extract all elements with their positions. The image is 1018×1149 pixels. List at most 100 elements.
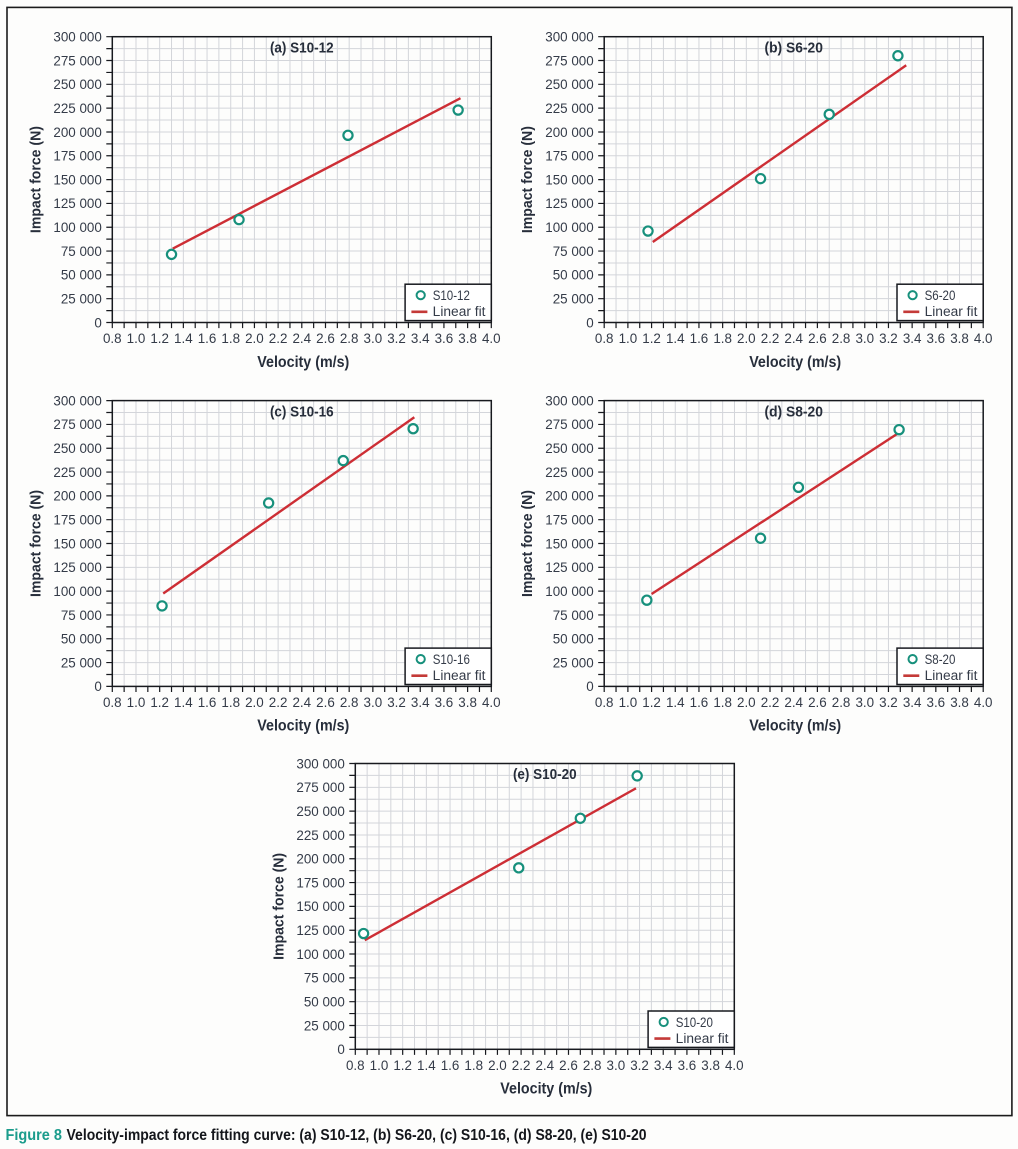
svg-text:0: 0 <box>94 679 101 694</box>
svg-text:50 000: 50 000 <box>61 268 102 283</box>
svg-text:2.6: 2.6 <box>559 1058 578 1073</box>
svg-text:2.6: 2.6 <box>316 331 335 346</box>
svg-text:(e) S10-20: (e) S10-20 <box>513 767 577 783</box>
svg-text:0: 0 <box>586 315 593 330</box>
svg-text:175 000: 175 000 <box>296 875 344 890</box>
svg-text:3.6: 3.6 <box>435 695 454 710</box>
svg-text:1.4: 1.4 <box>174 695 193 710</box>
svg-text:S6-20: S6-20 <box>925 288 956 303</box>
svg-text:1.0: 1.0 <box>619 331 638 346</box>
svg-text:4.0: 4.0 <box>725 1058 744 1073</box>
svg-text:25 000: 25 000 <box>553 655 594 670</box>
svg-text:250 000: 250 000 <box>545 441 593 456</box>
svg-text:0.8: 0.8 <box>595 331 614 346</box>
svg-text:Velocity (m/s): Velocity (m/s) <box>257 718 349 735</box>
svg-text:4.0: 4.0 <box>974 331 993 346</box>
svg-text:175 000: 175 000 <box>53 149 101 164</box>
svg-text:Velocity (m/s): Velocity (m/s) <box>749 354 841 371</box>
svg-text:Linear fit: Linear fit <box>925 304 978 319</box>
svg-text:2.4: 2.4 <box>784 331 803 346</box>
svg-text:3.4: 3.4 <box>654 1058 673 1073</box>
svg-text:25 000: 25 000 <box>61 655 102 670</box>
svg-text:3.8: 3.8 <box>950 695 969 710</box>
svg-text:75 000: 75 000 <box>61 244 102 259</box>
svg-text:250 000: 250 000 <box>545 77 593 92</box>
svg-text:0.8: 0.8 <box>103 695 122 710</box>
svg-text:225 000: 225 000 <box>296 828 344 843</box>
svg-text:3.8: 3.8 <box>701 1058 720 1073</box>
svg-text:3.2: 3.2 <box>879 331 898 346</box>
svg-text:4.0: 4.0 <box>482 695 501 710</box>
svg-text:3.8: 3.8 <box>950 331 969 346</box>
svg-text:(c) S10-16: (c) S10-16 <box>270 404 334 420</box>
svg-text:3.4: 3.4 <box>411 331 430 346</box>
svg-text:2.8: 2.8 <box>583 1058 602 1073</box>
svg-text:0.8: 0.8 <box>346 1058 365 1073</box>
svg-text:1.4: 1.4 <box>174 331 193 346</box>
svg-text:1.6: 1.6 <box>690 695 709 710</box>
svg-text:3.4: 3.4 <box>903 695 922 710</box>
svg-text:2.4: 2.4 <box>535 1058 554 1073</box>
svg-text:Velocity (m/s): Velocity (m/s) <box>500 1081 592 1098</box>
svg-text:225 000: 225 000 <box>53 101 101 116</box>
svg-text:250 000: 250 000 <box>53 441 101 456</box>
svg-text:2.2: 2.2 <box>761 695 780 710</box>
svg-text:3.0: 3.0 <box>364 695 383 710</box>
svg-text:2.4: 2.4 <box>292 331 311 346</box>
svg-text:50 000: 50 000 <box>553 632 594 647</box>
svg-text:3.2: 3.2 <box>387 331 406 346</box>
svg-text:3.2: 3.2 <box>879 695 898 710</box>
svg-text:2.2: 2.2 <box>512 1058 531 1073</box>
svg-text:2.6: 2.6 <box>808 331 827 346</box>
svg-text:275 000: 275 000 <box>296 780 344 795</box>
svg-text:2.4: 2.4 <box>292 695 311 710</box>
svg-text:Linear fit: Linear fit <box>433 304 486 319</box>
svg-text:S8-20: S8-20 <box>925 652 956 667</box>
svg-text:50 000: 50 000 <box>61 632 102 647</box>
svg-text:225 000: 225 000 <box>545 101 593 116</box>
svg-text:125 000: 125 000 <box>296 923 344 938</box>
svg-text:2.8: 2.8 <box>832 331 851 346</box>
svg-text:(a) S10-12: (a) S10-12 <box>270 40 334 56</box>
svg-text:275 000: 275 000 <box>545 53 593 68</box>
svg-text:1.2: 1.2 <box>642 331 661 346</box>
svg-text:100 000: 100 000 <box>53 584 101 599</box>
svg-text:1.6: 1.6 <box>690 331 709 346</box>
svg-text:2.2: 2.2 <box>761 331 780 346</box>
svg-text:100 000: 100 000 <box>53 220 101 235</box>
svg-text:1.0: 1.0 <box>127 695 146 710</box>
svg-text:100 000: 100 000 <box>296 947 344 962</box>
svg-text:275 000: 275 000 <box>53 417 101 432</box>
svg-text:1.6: 1.6 <box>198 695 217 710</box>
svg-text:3.0: 3.0 <box>364 331 383 346</box>
svg-text:3.0: 3.0 <box>855 695 874 710</box>
svg-text:1.2: 1.2 <box>642 695 661 710</box>
svg-text:75 000: 75 000 <box>553 244 594 259</box>
svg-text:300 000: 300 000 <box>545 393 593 408</box>
svg-text:25 000: 25 000 <box>553 291 594 306</box>
svg-text:125 000: 125 000 <box>545 560 593 575</box>
svg-text:3.6: 3.6 <box>927 331 946 346</box>
svg-text:Linear fit: Linear fit <box>676 1031 729 1046</box>
svg-text:175 000: 175 000 <box>545 512 593 527</box>
svg-text:2.0: 2.0 <box>737 331 756 346</box>
svg-text:1.2: 1.2 <box>150 331 169 346</box>
svg-text:150 000: 150 000 <box>545 172 593 187</box>
svg-text:1.0: 1.0 <box>370 1058 389 1073</box>
svg-text:125 000: 125 000 <box>545 196 593 211</box>
svg-text:1.2: 1.2 <box>150 695 169 710</box>
svg-text:200 000: 200 000 <box>545 125 593 140</box>
svg-text:4.0: 4.0 <box>482 331 501 346</box>
svg-text:2.2: 2.2 <box>269 331 288 346</box>
svg-text:150 000: 150 000 <box>545 536 593 551</box>
svg-text:2.8: 2.8 <box>340 695 359 710</box>
svg-text:100 000: 100 000 <box>545 584 593 599</box>
svg-text:200 000: 200 000 <box>53 125 101 140</box>
svg-text:Impact force (N): Impact force (N) <box>519 490 536 597</box>
svg-text:75 000: 75 000 <box>553 608 594 623</box>
svg-text:1.0: 1.0 <box>619 695 638 710</box>
svg-text:275 000: 275 000 <box>545 417 593 432</box>
svg-text:1.8: 1.8 <box>464 1058 483 1073</box>
svg-text:1.8: 1.8 <box>221 695 240 710</box>
svg-text:4.0: 4.0 <box>974 695 993 710</box>
